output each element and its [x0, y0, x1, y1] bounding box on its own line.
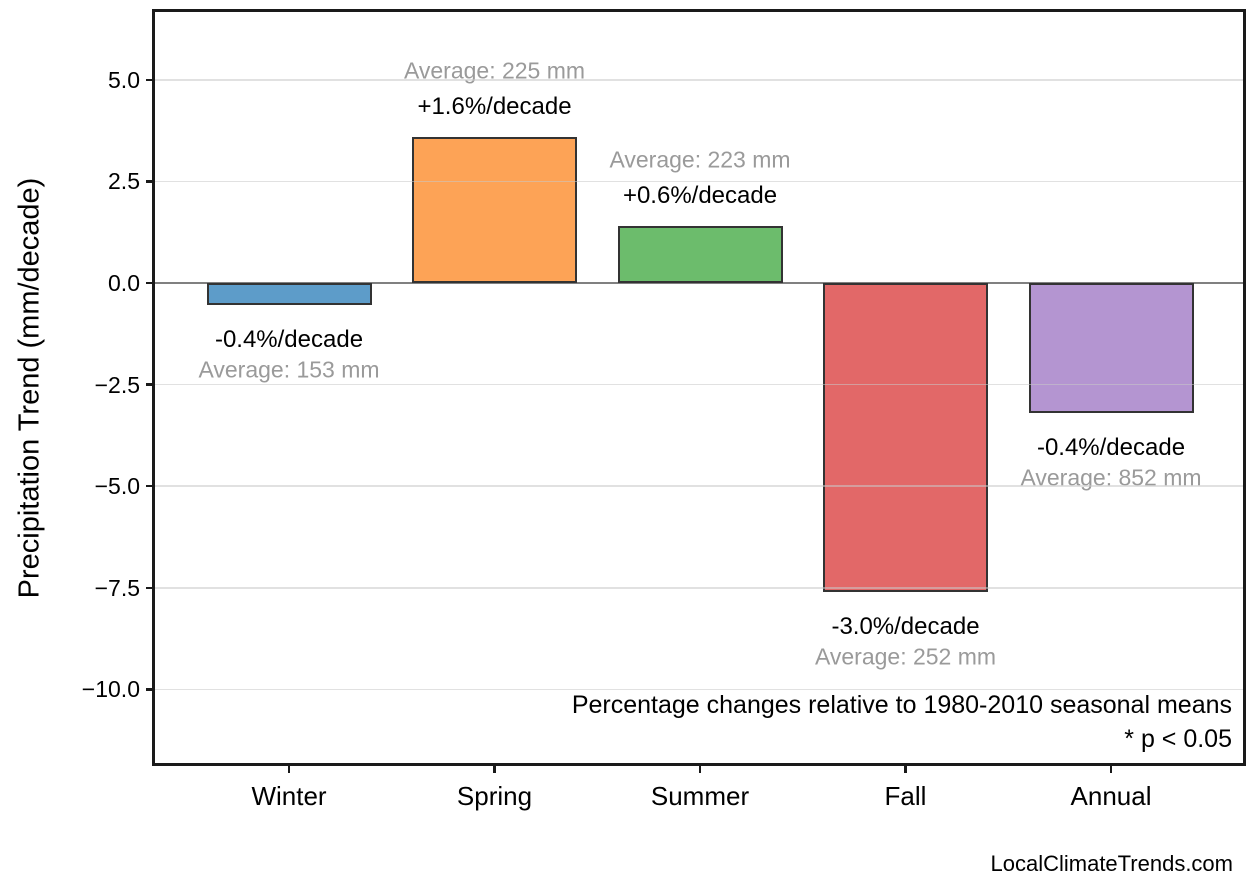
- gridline: [155, 383, 1243, 386]
- y-tick-mark: [146, 484, 155, 488]
- bar-avg-label: Average: 852 mm: [1020, 464, 1202, 491]
- gridline: [155, 485, 1243, 487]
- bar-pct-label: -0.4%/decade: [214, 326, 364, 354]
- x-tick-mark: [904, 763, 907, 773]
- gridline: [155, 688, 1243, 691]
- plot-area: Percentage changes relative to 1980-2010…: [155, 12, 1243, 763]
- annotation-line-2: * p < 0.05: [1124, 725, 1232, 753]
- y-tick-label: −5.0: [94, 473, 140, 500]
- y-tick-label: 5.0: [108, 66, 140, 93]
- bar-avg-label: Average: 153 mm: [198, 356, 380, 383]
- bar-pct-label: +0.6%/decade: [622, 182, 778, 210]
- x-tick-label-fall: Fall: [884, 781, 927, 811]
- bar-avg-label: Average: 225 mm: [403, 57, 586, 84]
- gridline: [155, 587, 1243, 589]
- gridline: [155, 79, 1243, 81]
- y-tick-mark: [146, 586, 155, 590]
- y-tick-mark: [146, 78, 155, 82]
- annotation-block: Percentage changes relative to 1980-2010…: [572, 688, 1232, 756]
- annotation-line-1: Percentage changes relative to 1980-2010…: [571, 691, 1232, 719]
- bar-pct-label: -3.0%/decade: [831, 612, 980, 640]
- bar-spring: [412, 136, 577, 283]
- y-tick-label: −7.5: [94, 574, 140, 601]
- y-tick-mark: [146, 383, 155, 386]
- y-tick-mark: [146, 180, 155, 183]
- x-tick-label-annual: Annual: [1070, 781, 1152, 811]
- y-tick-mark: [146, 281, 155, 285]
- x-tick-mark: [287, 763, 291, 773]
- bar-fall: [823, 283, 988, 592]
- x-tick-mark: [1109, 763, 1113, 773]
- bar-pct-label: +1.6%/decade: [417, 92, 572, 120]
- footer-watermark: LocalClimateTrends.com: [990, 851, 1234, 876]
- x-tick-label-spring: Spring: [456, 781, 533, 811]
- bar-pct-label: -0.4%/decade: [1036, 434, 1186, 462]
- bar-winter: [206, 283, 372, 306]
- bar-summer: [617, 226, 783, 283]
- bar-avg-label: Average: 223 mm: [609, 146, 791, 173]
- y-tick-label: 0.0: [108, 270, 140, 296]
- bar-avg-label: Average: 252 mm: [814, 643, 997, 670]
- gridline: [155, 180, 1243, 183]
- x-tick-label-winter: Winter: [251, 781, 327, 811]
- x-tick-mark: [698, 763, 702, 773]
- y-tick-label: −10.0: [81, 676, 140, 703]
- x-tick-mark: [493, 763, 496, 773]
- y-tick-label: 2.5: [108, 168, 140, 195]
- y-tick-label: −2.5: [94, 371, 140, 398]
- bar-annual: [1028, 283, 1194, 414]
- y-tick-mark: [146, 688, 155, 691]
- x-tick-label-summer: Summer: [650, 781, 750, 811]
- zero-line: [155, 281, 1243, 285]
